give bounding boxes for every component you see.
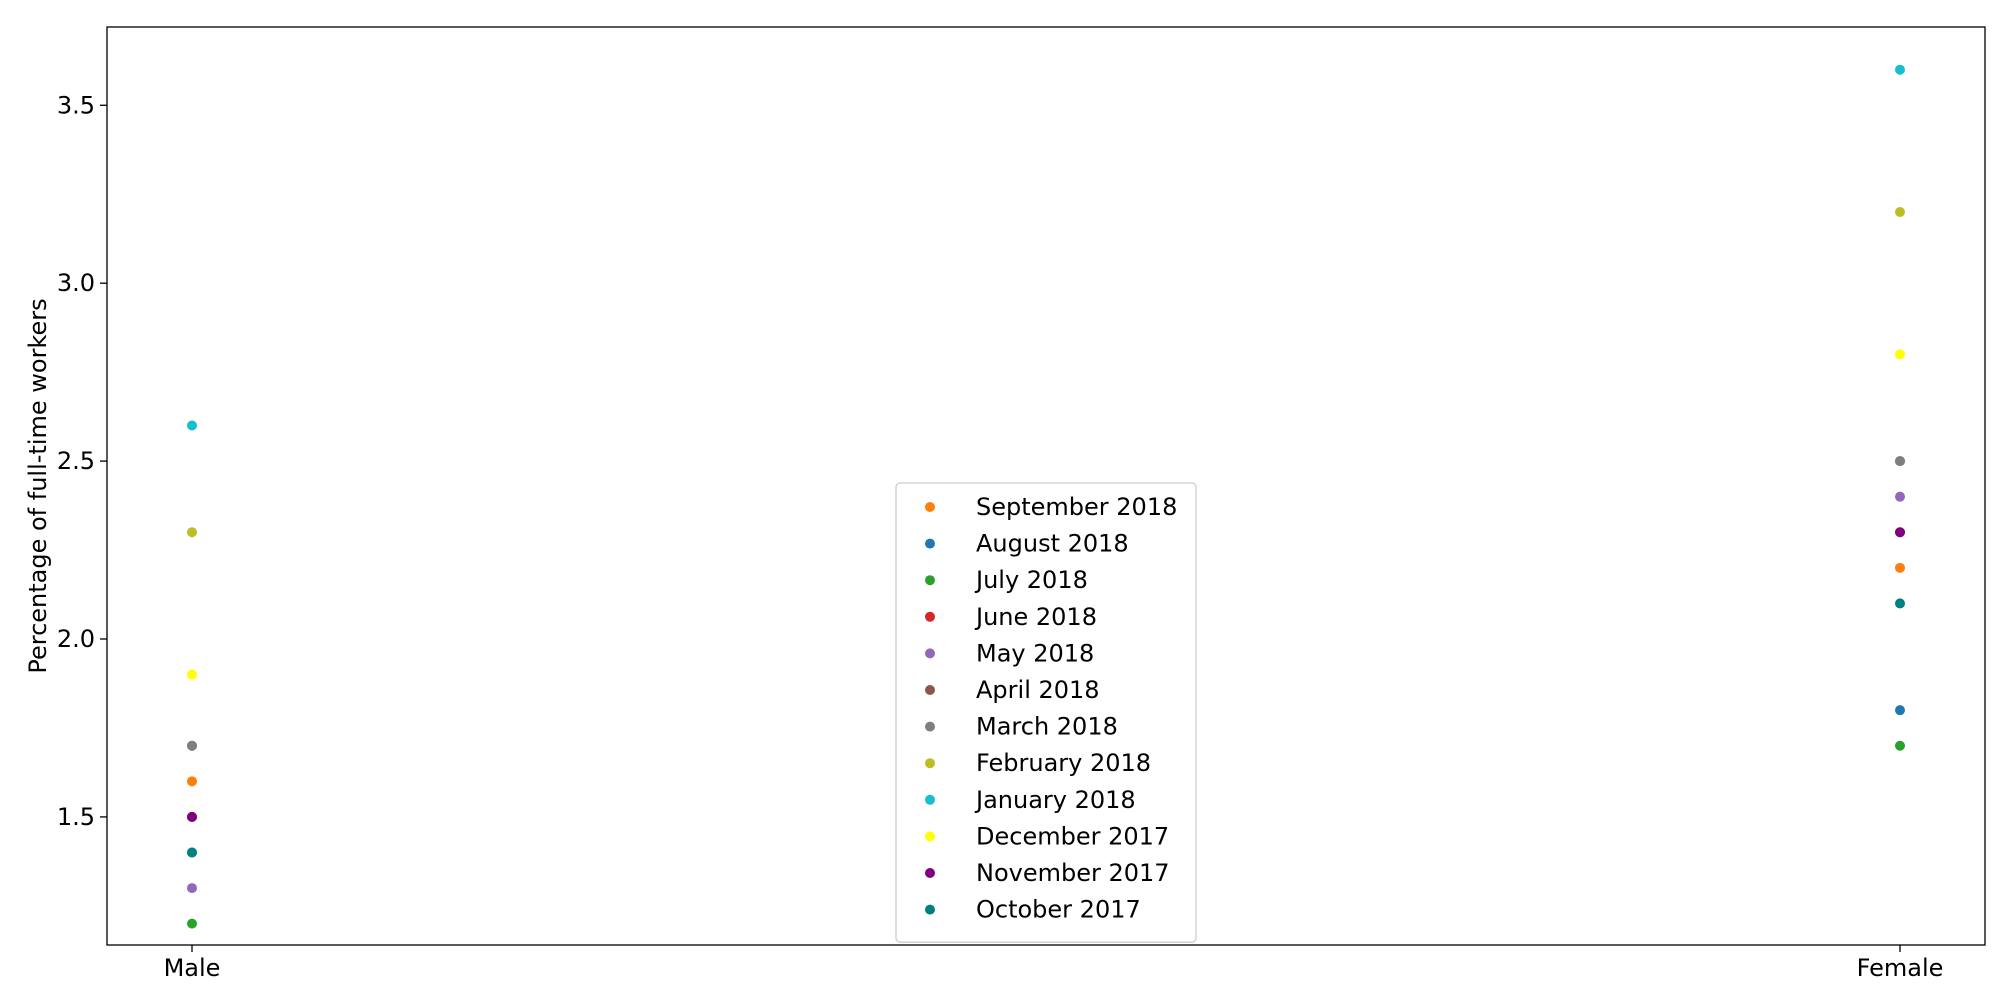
legend-marker xyxy=(925,831,935,842)
legend-marker xyxy=(925,794,935,805)
legend-marker xyxy=(925,904,935,915)
data-point xyxy=(1895,491,1905,502)
legend-label: February 2018 xyxy=(976,749,1151,777)
data-point xyxy=(187,811,197,822)
legend-label: October 2017 xyxy=(976,896,1141,924)
data-point xyxy=(1895,207,1905,218)
legend-box xyxy=(895,482,1197,943)
legend-label: January 2018 xyxy=(974,786,1136,814)
legend-label: December 2017 xyxy=(976,822,1169,850)
data-point xyxy=(1895,349,1905,360)
data-point xyxy=(1895,456,1905,467)
data-point xyxy=(1895,598,1905,609)
data-point xyxy=(1895,705,1905,716)
legend-label: March 2018 xyxy=(976,713,1118,741)
x-tick-label: Male xyxy=(164,954,221,982)
legend-label: April 2018 xyxy=(976,676,1100,704)
y-axis-label: Percentage of full-time workers xyxy=(24,298,52,673)
data-point xyxy=(187,740,197,751)
legend-marker xyxy=(925,538,935,549)
legend-label: September 2018 xyxy=(976,493,1177,521)
data-point xyxy=(187,776,197,787)
data-point xyxy=(187,847,197,858)
legend-label: June 2018 xyxy=(974,603,1097,631)
legend-marker xyxy=(925,611,935,622)
legend-label: July 2018 xyxy=(974,566,1088,594)
legend-label: August 2018 xyxy=(976,530,1129,558)
y-tick-label: 1.5 xyxy=(57,803,95,831)
data-points xyxy=(187,64,1905,929)
y-tick-label: 3.0 xyxy=(57,269,95,297)
legend-marker xyxy=(925,758,935,769)
legend-marker xyxy=(925,868,935,878)
data-point xyxy=(1895,64,1905,75)
data-point xyxy=(1895,740,1905,751)
legend-marker xyxy=(925,575,935,586)
data-point xyxy=(187,918,197,929)
data-point xyxy=(187,420,197,431)
data-point xyxy=(187,669,197,680)
data-point xyxy=(187,527,197,538)
y-tick-label: 2.0 xyxy=(57,625,95,653)
data-point xyxy=(1895,562,1905,573)
legend-marker xyxy=(925,502,935,512)
y-axis-ticks: 1.5 2.0 2.5 3.0 3.5 xyxy=(57,91,107,831)
y-tick-label: 3.5 xyxy=(57,91,95,119)
x-axis-ticks: Male Female xyxy=(164,945,1944,982)
legend-label: November 2017 xyxy=(976,859,1170,887)
legend-marker xyxy=(925,685,935,695)
data-point xyxy=(187,883,197,894)
legend-marker xyxy=(925,721,935,732)
legend: September 2018 August 2018 July 2018 June 2… xyxy=(895,482,1197,943)
data-point xyxy=(1895,527,1905,538)
x-tick-label: Female xyxy=(1857,954,1944,982)
legend-label: May 2018 xyxy=(976,639,1094,667)
y-tick-label: 2.5 xyxy=(57,447,95,475)
legend-marker xyxy=(925,648,935,659)
